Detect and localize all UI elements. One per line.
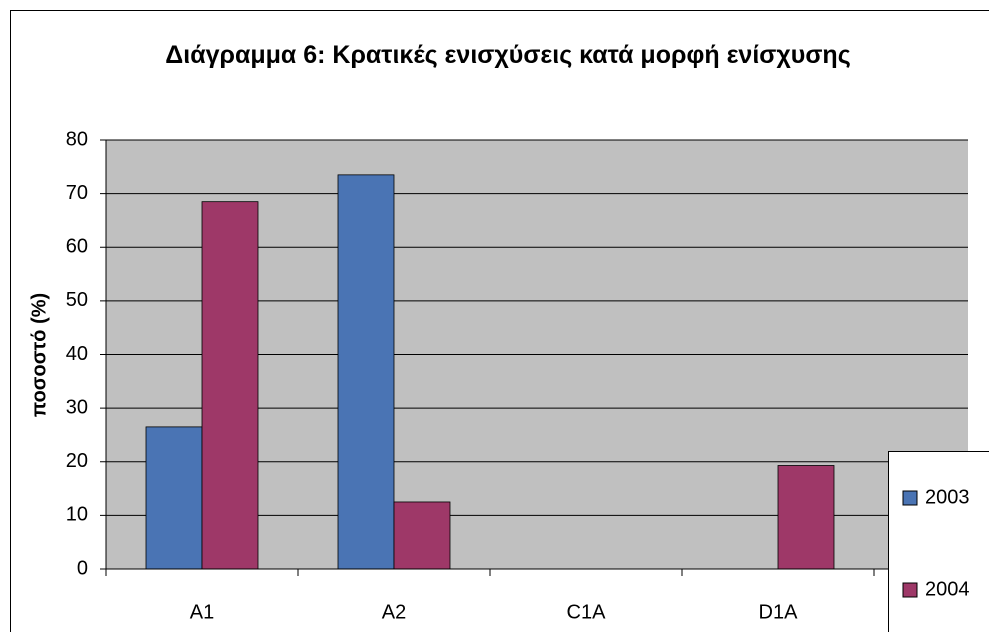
x-tick-label: A1 xyxy=(190,601,214,623)
y-tick-label: 70 xyxy=(66,182,88,204)
y-tick-label: 30 xyxy=(66,396,88,418)
y-tick-label: 0 xyxy=(77,557,88,579)
y-tick-label: 50 xyxy=(66,289,88,311)
bar xyxy=(337,174,395,570)
x-tick-label: A2 xyxy=(382,601,406,623)
bar xyxy=(777,465,835,570)
x-tick-label: D1A xyxy=(759,601,799,623)
y-tick-label: 10 xyxy=(66,504,88,526)
y-tick-label: 40 xyxy=(66,343,88,365)
y-axis-label: ποσοστό (%) xyxy=(28,293,50,417)
bar xyxy=(201,201,259,570)
legend-label: 2003 xyxy=(925,486,970,508)
y-tick-label: 60 xyxy=(66,236,88,258)
y-tick-label: 80 xyxy=(66,128,88,150)
legend-swatch xyxy=(902,490,918,506)
legend-box xyxy=(888,451,989,632)
x-tick-label: C1A xyxy=(567,601,607,623)
legend-swatch xyxy=(902,582,918,598)
y-tick-label: 20 xyxy=(66,450,88,472)
legend-label: 2004 xyxy=(925,578,970,600)
bar xyxy=(145,426,203,570)
chart-title: Διάγραμμα 6: Κρατικές ενισχύσεις κατά μο… xyxy=(165,41,851,69)
bar xyxy=(393,501,451,570)
